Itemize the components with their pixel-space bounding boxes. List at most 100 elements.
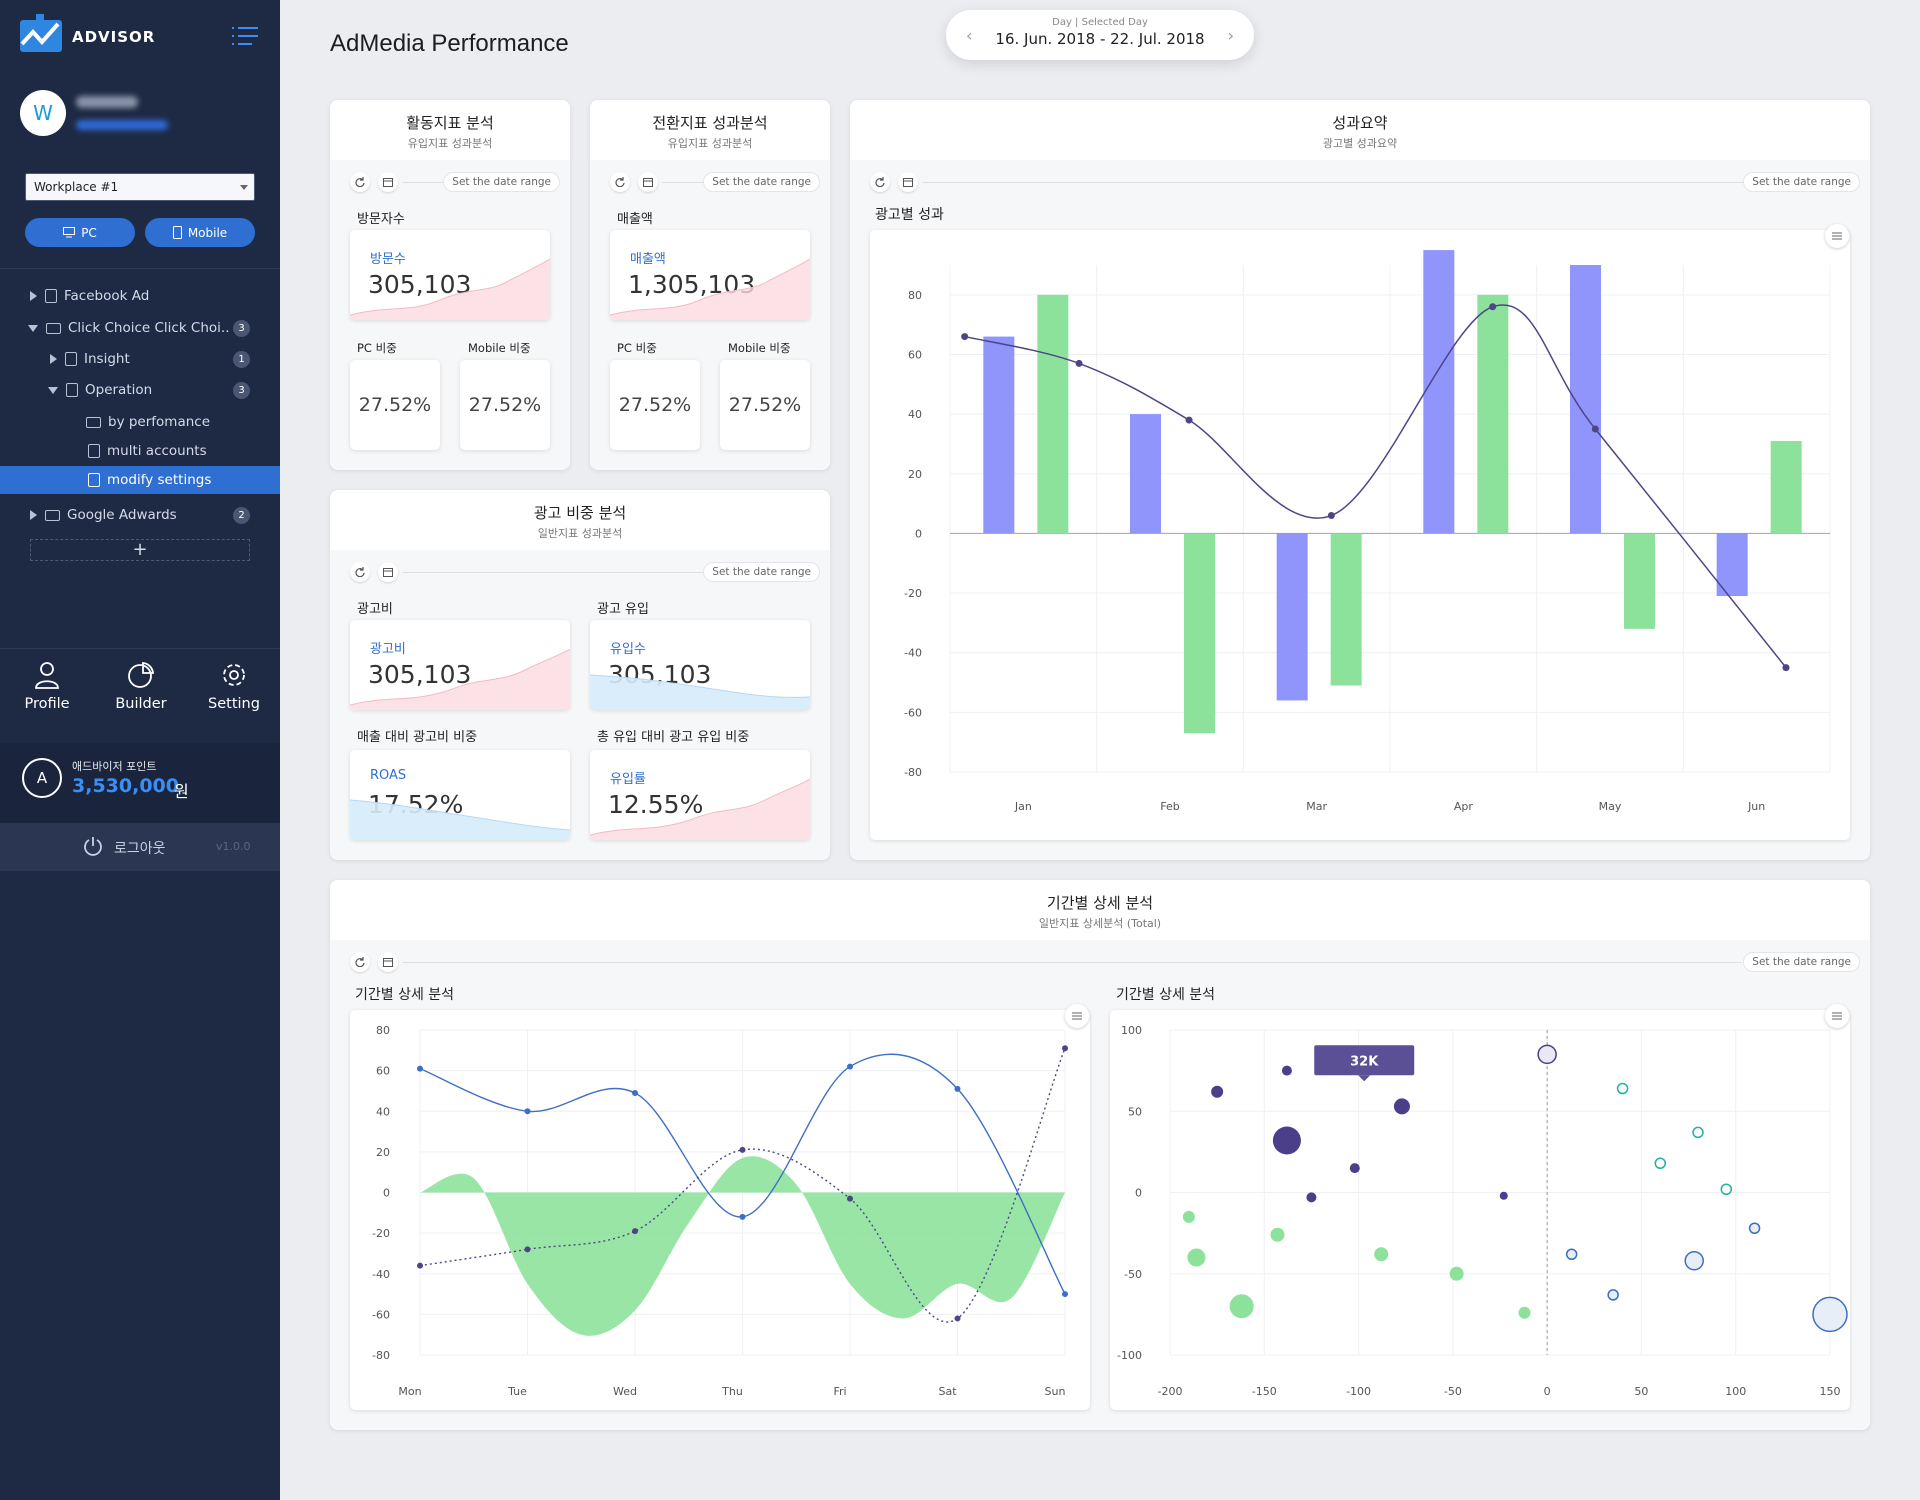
set-date-range-button[interactable]: Set the date range [443, 172, 560, 192]
expand-icon[interactable] [50, 354, 57, 364]
line-chart-svg: Mon Tue Wed Thu Fri Sat Sun 80 60 40 20 0 -20 -40 -60 -… [372, 1024, 1068, 1398]
solid-line-series [419, 1053, 1066, 1295]
pc-button-label: PC [81, 225, 97, 240]
trend-point [1591, 425, 1599, 433]
card-title: 전환지표 성과분석 [652, 114, 768, 132]
stat-name: 유입수 [610, 642, 646, 657]
line-point [847, 1063, 853, 1070]
tree-item-by-perfomance[interactable]: by perfomance [0, 408, 280, 436]
line-chart-panel: Mon Tue Wed Thu Fri Sat Sun 80 60 40 20 0 -20 -40 -60 -… [350, 1004, 1090, 1410]
avatar[interactable]: W [20, 90, 66, 136]
refresh-icon[interactable] [350, 562, 370, 582]
add-account-button[interactable]: + [30, 539, 250, 561]
mobile-share-value: 27.52% [460, 360, 550, 450]
bar-series-b [1330, 533, 1362, 686]
count-badge: 2 [233, 506, 250, 524]
line-point [524, 1108, 531, 1115]
set-date-range-button[interactable]: Set the date range [1743, 172, 1860, 192]
chart-menu-icon[interactable] [1065, 1004, 1089, 1028]
tree-item-click-choice[interactable]: Click Choice Click Choi.. 3 [0, 314, 280, 342]
line-point [632, 1089, 638, 1096]
divider [662, 182, 712, 183]
card-toolbar: Set the date range [350, 952, 1860, 972]
chart-menu-icon[interactable] [1825, 1004, 1849, 1028]
x-tick-label: May [1599, 800, 1622, 813]
mobile-share-label: Mobile 비중 [468, 341, 531, 355]
x-tick-label: Sat [938, 1385, 957, 1398]
refresh-icon[interactable] [870, 172, 890, 192]
chart-label: 광고별 성과 [875, 207, 944, 223]
tree-item-label: Click Choice Click Choi.. [68, 320, 230, 336]
bubble-teal [1616, 1082, 1629, 1095]
tree-item-facebook-ad[interactable]: Facebook Ad [0, 282, 280, 310]
calendar-icon[interactable] [898, 172, 918, 192]
logout-button[interactable]: 로그아웃 v1.0.0 [0, 823, 280, 871]
y-tick-label: -20 [372, 1227, 390, 1240]
x-tick-label: -200 [1158, 1385, 1183, 1398]
area-series [420, 1156, 1065, 1336]
expand-icon[interactable] [30, 510, 37, 520]
tree-item-insight[interactable]: Insight 1 [0, 345, 280, 373]
bubble-purple [1281, 1065, 1292, 1076]
set-date-range-button[interactable]: Set the date range [1743, 952, 1860, 972]
collapse-icon[interactable] [48, 386, 58, 394]
tree-item-multi-accounts[interactable]: multi accounts [0, 437, 280, 465]
tree-item-google-adwards[interactable]: Google Adwards 2 [0, 501, 280, 529]
bar-series-b [1624, 533, 1655, 629]
bubble-purple [1349, 1163, 1360, 1174]
x-tick-label: Apr [1454, 800, 1474, 813]
mobile-icon [65, 352, 77, 366]
y-tick-label: -40 [904, 647, 922, 660]
refresh-icon[interactable] [350, 172, 370, 192]
prev-arrow-icon[interactable]: ‹ [966, 26, 973, 45]
pc-share-value: 27.52% [610, 360, 700, 450]
sparkline-area [350, 799, 570, 840]
collapse-icon[interactable] [28, 324, 38, 332]
y-tick-label: 80 [908, 289, 922, 302]
nav-profile[interactable]: Profile [7, 660, 87, 726]
nav-builder[interactable]: Builder [101, 660, 181, 726]
tree-item-operation[interactable]: Operation 3 [0, 376, 280, 404]
y-tick-label: -40 [372, 1268, 390, 1281]
scatter-chart-panel: -200 -150 -100 -50 0 50 100 150 100 50 0 -50 -100 32K [1110, 1004, 1850, 1410]
nav-setting[interactable]: Setting [194, 660, 274, 726]
section-label: 총 유입 대비 광고 유입 비중 [597, 730, 750, 745]
card-subtitle: 일반지표 상세분석 (Total) [1038, 917, 1162, 930]
section-label: 방문자수 [357, 212, 405, 227]
pc-button[interactable]: PC [25, 218, 135, 247]
tree-item-modify-settings[interactable]: modify settings [0, 466, 280, 494]
card-toolbar: Set the date range [870, 172, 1860, 192]
bubble-purple [1499, 1191, 1508, 1200]
bar-series-a [1130, 414, 1161, 534]
date-picker[interactable]: ‹ Day | Selected Day 16. Jun. 2018 - 22.… [946, 10, 1254, 60]
y-tick-label: -80 [904, 766, 922, 779]
set-date-range-button[interactable]: Set the date range [703, 172, 820, 192]
menu-toggle-icon[interactable] [230, 24, 260, 48]
bubble-blue-ring [1565, 1248, 1578, 1260]
expand-icon[interactable] [30, 291, 37, 301]
chart-menu-icon[interactable] [1825, 224, 1849, 248]
dotted-line-series [419, 1048, 1066, 1323]
bar-series-b [1184, 533, 1215, 734]
bubble-green [1449, 1266, 1464, 1281]
mobile-button[interactable]: Mobile [145, 218, 255, 247]
refresh-icon[interactable] [610, 172, 630, 192]
workspace-select[interactable]: Workplace #1 [25, 173, 255, 201]
calendar-icon[interactable] [378, 952, 398, 972]
refresh-icon[interactable] [350, 952, 370, 972]
calendar-icon[interactable] [638, 172, 658, 192]
stat-card-roas: ROAS 17.52% [350, 750, 570, 840]
stat-card-revenue: 매출액 1,305,103 [610, 230, 810, 320]
sparkline-area [590, 778, 810, 840]
bar-series-b [1770, 440, 1802, 534]
set-date-range-button[interactable]: Set the date range [703, 562, 820, 582]
calendar-icon[interactable] [378, 172, 398, 192]
trend-point [1489, 303, 1497, 311]
bubble-blue-ring [1684, 1251, 1704, 1271]
monitor-icon [46, 322, 61, 334]
sparkline-area [350, 648, 570, 710]
chart-label: 기간별 상세 분석 [1116, 987, 1216, 1003]
next-arrow-icon[interactable]: › [1227, 26, 1234, 45]
calendar-icon[interactable] [378, 562, 398, 582]
page-title: AdMedia Performance [330, 30, 569, 57]
